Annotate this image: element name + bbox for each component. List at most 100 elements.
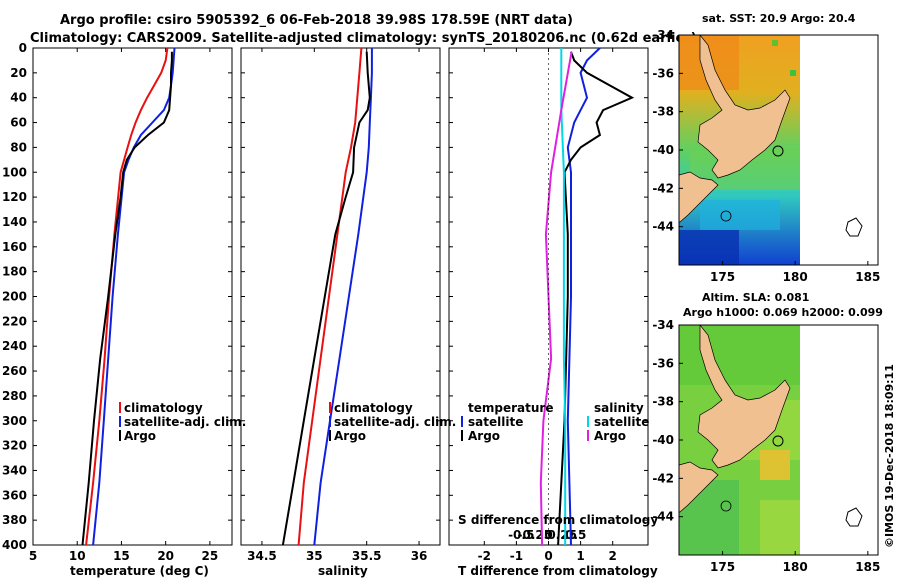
map-lat-label: -36	[652, 66, 674, 80]
series-argo	[81, 51, 173, 546]
legend-t-argo: Argo	[468, 429, 500, 443]
temperature-x-tick: 10	[69, 549, 86, 563]
series-s-argo	[539, 51, 573, 546]
depth-tick-label: 340	[2, 463, 27, 477]
figure-title-line1: Argo profile: csiro 5905392_6 06-Feb-201…	[60, 13, 573, 28]
sst-map-title: sat. SST: 20.9 Argo: 20.4	[702, 12, 856, 25]
depth-tick-label: 120	[2, 190, 27, 204]
sla-map	[678, 324, 879, 556]
map-lat-label: -42	[652, 181, 674, 195]
legend-argo: Argo	[124, 429, 156, 443]
map-lat-label: -34	[652, 318, 674, 332]
depth-tick-label: 320	[2, 439, 27, 453]
temperature-x-tick: 5	[29, 549, 37, 563]
temperature-x-label: temperature (deg C)	[70, 564, 209, 578]
legend-satellite-adj: satellite-adj. clim.	[124, 415, 246, 429]
legend-climatology: climatology	[334, 401, 413, 415]
salinity-x-tick: 35.5	[352, 549, 382, 563]
sst-map	[678, 34, 879, 266]
sst-map-lon-ticks: 175 180 185	[710, 261, 880, 284]
depth-tick-label: 360	[2, 488, 27, 502]
map-lat-label: -34	[652, 28, 674, 42]
depth-tick-label: 260	[2, 364, 27, 378]
difference-s-tick: 0.5	[565, 528, 586, 542]
map-lat-label: -40	[652, 433, 674, 447]
map-lon-label: 185	[855, 560, 880, 574]
difference-s-tick: -0.5	[508, 528, 534, 542]
salinity-x-tick: 36	[411, 549, 428, 563]
sla-map-title: Altim. SLA: 0.081	[702, 291, 809, 304]
map-lon-label: 180	[783, 560, 808, 574]
temperature-x-tick: 25	[202, 549, 219, 563]
series-climatology	[297, 47, 363, 546]
depth-tick-label: 220	[2, 314, 27, 328]
depth-tick-label: 20	[10, 66, 27, 80]
series-t-argo	[557, 51, 635, 546]
series-s-satellite	[560, 48, 567, 545]
map-lat-label: -44	[652, 510, 674, 524]
map-lon-label: 185	[855, 270, 880, 284]
legend-temperature-title: temperature	[468, 401, 553, 415]
series-argo	[281, 51, 371, 546]
temperature-legend: climatology satellite-adj. clim. Argo	[119, 401, 246, 443]
difference-x-tick: 2	[609, 549, 617, 563]
salinity-x-tick: 35	[306, 549, 323, 563]
depth-tick-label: 180	[2, 265, 27, 279]
depth-tick-label: 240	[2, 339, 27, 353]
difference-s-tick: 0.25	[547, 528, 577, 542]
credit-text: ©IMOS 19-Dec-2018 18:09:11	[883, 364, 896, 548]
map-lat-label: -44	[652, 220, 674, 234]
difference-top-label: S difference from climatology	[458, 513, 658, 527]
depth-tick-label: 80	[10, 140, 27, 154]
temperature-x-tick: 15	[113, 549, 130, 563]
sla-map-lat-ticks: -34 -36 -38 -40 -42 -44	[652, 318, 683, 524]
difference-legend: temperature satellite Argo salinity sate…	[461, 401, 649, 443]
depth-tick-label: 140	[2, 215, 27, 229]
sla-map-subtitle: Argo h1000: 0.069 h2000: 0.099	[683, 306, 883, 319]
depth-tick-label: 400	[2, 538, 27, 552]
map-lat-label: -42	[652, 471, 674, 485]
legend-argo: Argo	[334, 429, 366, 443]
difference-x-tick: 0	[544, 549, 552, 563]
series-t-satellite	[566, 47, 601, 546]
depth-tick-label: 100	[2, 165, 27, 179]
legend-s-satellite: satellite	[594, 415, 649, 429]
temperature-panel	[32, 47, 233, 546]
difference-x-ticks: -2 -1 0 1 2	[478, 48, 617, 563]
figure-title-line2: Climatology: CARS2009. Satellite-adjuste…	[30, 31, 697, 46]
depth-tick-label: 200	[2, 290, 27, 304]
legend-s-argo: Argo	[594, 429, 626, 443]
sst-map-lat-ticks: -34 -36 -38 -40 -42 -44	[652, 28, 683, 234]
difference-x-label: T difference from climatology	[458, 564, 658, 578]
depth-tick-label: 280	[2, 389, 27, 403]
depth-tick-label: 160	[2, 240, 27, 254]
depth-axis-labels: 0 20 40 60 80 100 120 140 160 180 200 220 240 260 280 3…	[2, 41, 27, 552]
depth-tick-label: 300	[2, 414, 27, 428]
map-lat-label: -38	[652, 395, 674, 409]
map-lat-label: -36	[652, 356, 674, 370]
depth-axis-ticks	[33, 47, 648, 546]
map-lat-label: -38	[652, 105, 674, 119]
map-lon-label: 175	[710, 270, 735, 284]
salinity-legend: climatology satellite-adj. clim. Argo	[329, 401, 456, 443]
series-layer	[81, 47, 635, 546]
difference-x-tick: -2	[478, 549, 491, 563]
salinity-x-label: salinity	[318, 564, 368, 578]
legend-salinity-title: salinity	[594, 401, 644, 415]
salinity-panel	[240, 47, 441, 546]
temperature-x-tick: 20	[157, 549, 174, 563]
temperature-x-ticks: 5 10 15 20 25	[29, 48, 218, 563]
difference-s-tick: -0.25	[518, 528, 553, 542]
difference-x-tick: -1	[510, 549, 523, 563]
depth-tick-label: 380	[2, 513, 27, 527]
legend-satellite-adj: satellite-adj. clim.	[334, 415, 456, 429]
map-lat-label: -40	[652, 143, 674, 157]
sla-map-lon-ticks: 175 180 185	[710, 551, 880, 574]
depth-tick-label: 60	[10, 116, 27, 130]
legend-t-satellite: satellite	[468, 415, 523, 429]
depth-tick-label: 40	[10, 91, 27, 105]
difference-x-tick: 1	[576, 549, 584, 563]
salinity-x-ticks: 34.5 35 35.5 36	[247, 48, 427, 563]
